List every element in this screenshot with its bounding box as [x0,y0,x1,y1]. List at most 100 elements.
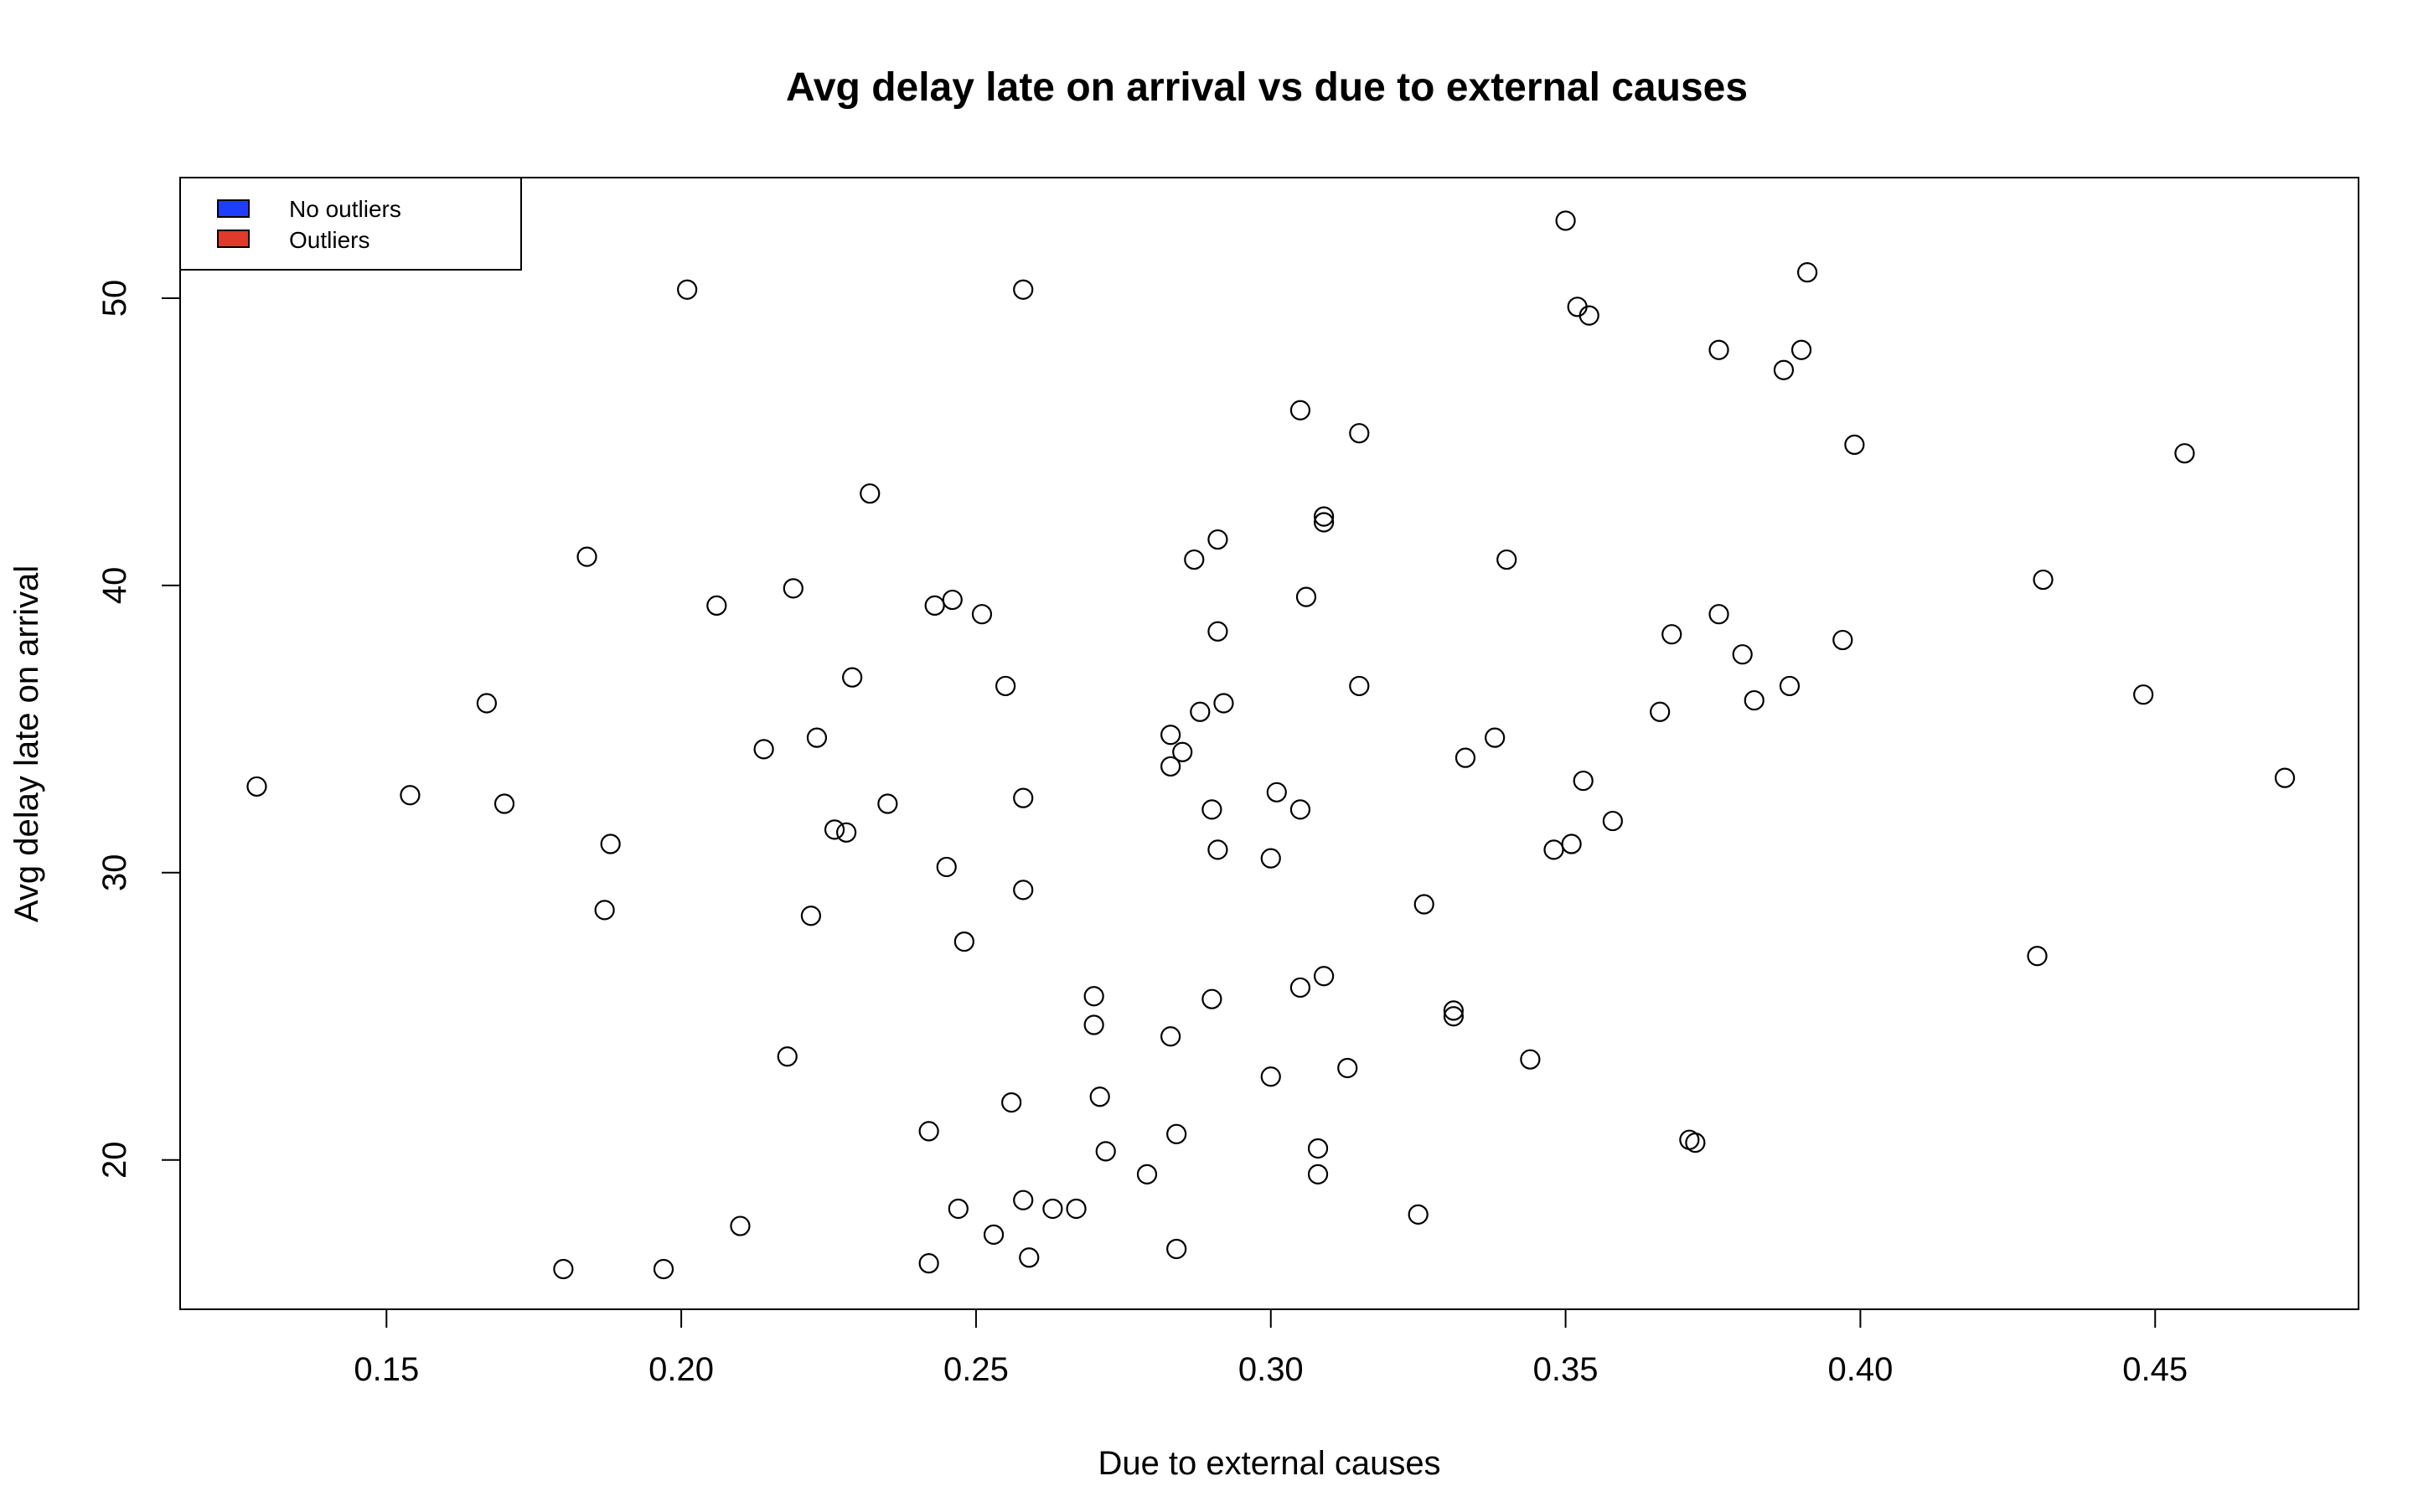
y-tick-label: 20 [96,1141,133,1179]
data-point [493,793,515,814]
data-point [860,483,881,504]
legend: No outliers Outliers [179,177,522,271]
data-point [1095,1141,1116,1162]
data-point [1172,741,1193,762]
data-point [1602,810,1623,832]
data-point [1744,689,1765,711]
data-point [1289,799,1311,820]
data-point [730,1215,751,1236]
data-point [600,833,621,854]
data-point [1307,1164,1329,1184]
data-point [1136,1164,1158,1184]
data-point [1561,833,1582,854]
data-point [553,1258,574,1280]
x-axis-label: Due to external causes [1098,1445,1440,1482]
y-tick-label: 30 [96,854,133,892]
data-point [1213,693,1234,714]
data-point [1337,1057,1358,1079]
data-point [1166,1238,1187,1260]
data-point [1042,1198,1063,1220]
data-point [806,727,828,748]
x-tick-label: 0.30 [1238,1351,1304,1388]
data-point [783,578,803,599]
data-point [1207,621,1228,642]
data-point [1579,305,1599,326]
data-point [1543,839,1564,860]
legend-swatch-outliers [217,230,250,248]
x-tick-label: 0.40 [1827,1351,1893,1388]
data-point [677,279,698,300]
data-point [1001,1092,1022,1113]
data-point [918,1253,939,1274]
data-point [1313,506,1335,527]
data-point [246,776,267,797]
data-point [1160,1026,1181,1047]
data-point [918,1121,939,1142]
data-point [1083,1014,1104,1035]
data-point [800,906,822,926]
data-point [706,595,727,617]
x-tick-label: 0.25 [943,1351,1009,1388]
data-point [1190,701,1211,722]
data-point [1019,1247,1040,1268]
data-point [1083,986,1104,1007]
data-point [653,1258,674,1280]
data-point [2274,767,2296,788]
y-tick-label: 40 [96,567,133,605]
data-point [1661,624,1682,645]
data-point [1201,799,1222,820]
data-point [576,546,597,567]
data-point [1773,359,1795,380]
legend-box [179,177,522,271]
data-point [1160,725,1181,746]
data-point [1443,1000,1464,1021]
data-point [753,739,774,760]
data-point [1796,262,1818,283]
data-point [1260,1066,1281,1087]
data-point [1349,423,1370,444]
data-point [1832,629,1853,651]
data-point [936,856,957,878]
data-point [824,819,845,840]
data-point [1443,1006,1464,1027]
data-point [1685,1133,1706,1153]
data-point [594,900,615,921]
chart-title: Avg delay late on arrival vs due to exte… [786,65,1748,110]
data-point [1066,1198,1087,1220]
data-point [1013,880,1034,900]
data-point [971,604,993,625]
x-tick-label: 0.20 [648,1351,714,1388]
data-point [1207,529,1228,550]
data-point [1289,977,1311,999]
data-point [948,1198,969,1220]
x-tick-label: 0.35 [1533,1351,1599,1388]
data-point [1790,339,1812,360]
data-point [953,931,974,952]
data-point [400,785,421,806]
data-point [777,1046,798,1067]
data-point [1160,756,1181,777]
legend-label-no-outliers: No outliers [289,196,401,222]
legend-swatch-no-outliers [217,199,250,218]
data-point [1708,339,1729,360]
data-point [995,675,1016,697]
data-point [1013,1189,1034,1210]
data-point [1844,434,1865,455]
data-point [1295,586,1317,607]
y-axis: 20 30 40 50 [96,280,181,1179]
data-point [877,793,898,814]
data-point [1349,675,1370,697]
data-point [1555,210,1576,231]
data-point [1013,279,1034,300]
data-point [1708,604,1729,625]
data-point [983,1224,1005,1245]
data-point [1013,787,1034,808]
data-point [1207,839,1228,860]
data-point [476,693,497,714]
data-point [2027,946,2048,967]
data-point [1408,1204,1429,1225]
legend-label-outliers: Outliers [289,227,369,253]
data-point [1520,1049,1541,1070]
data-point [1313,966,1335,987]
